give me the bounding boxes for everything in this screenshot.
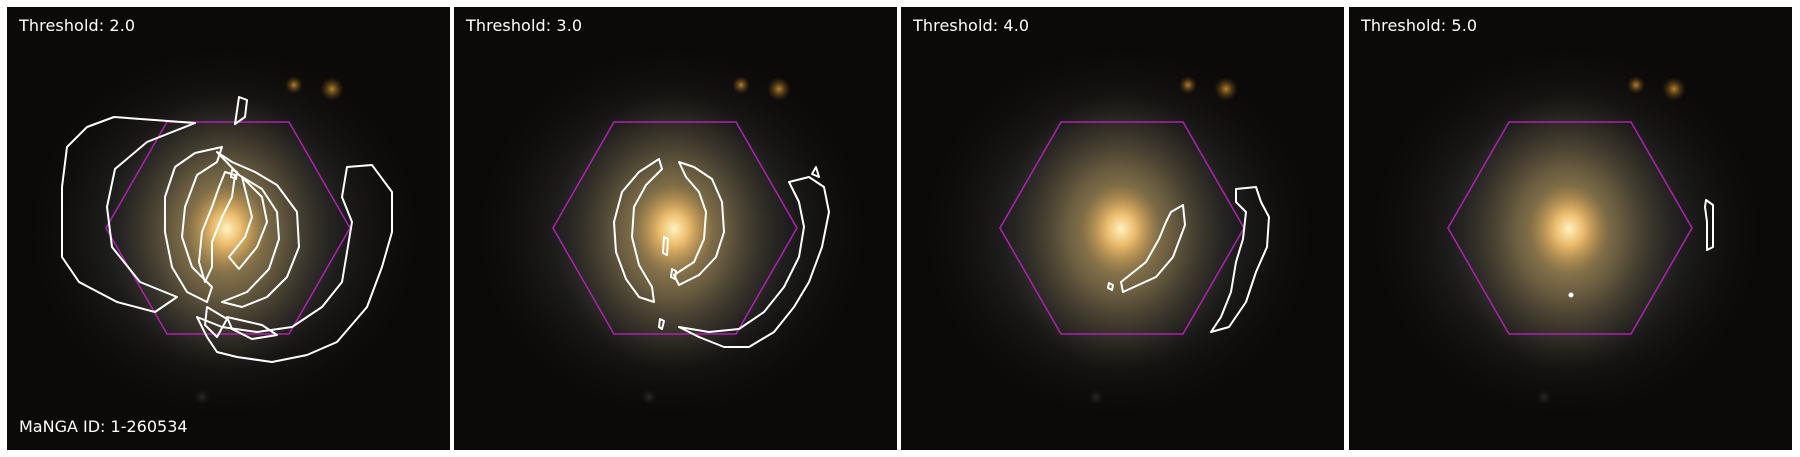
threshold-contours	[613, 158, 830, 348]
galaxy-image	[454, 7, 897, 450]
threshold-contours	[1568, 199, 1714, 298]
threshold-label: Threshold: 4.0	[913, 16, 1030, 35]
galaxy-panel-threshold-4: Threshold: 4.0	[901, 7, 1344, 450]
ifu-hexagon	[552, 121, 798, 335]
galaxy-image	[1349, 7, 1792, 450]
galaxy-panel-threshold-2: Threshold: 2.0 MaNGA ID: 1-260534	[7, 7, 450, 450]
ifu-hexagon	[1447, 121, 1693, 335]
galaxy-panel-threshold-5: Threshold: 5.0	[1349, 7, 1792, 450]
threshold-label: Threshold: 2.0	[19, 16, 136, 35]
threshold-label: Threshold: 5.0	[1361, 16, 1478, 35]
galaxy-image	[901, 7, 1344, 450]
threshold-contours	[1107, 186, 1270, 333]
threshold-label: Threshold: 3.0	[466, 16, 583, 35]
galaxy-image	[7, 7, 450, 450]
manga-id-label: MaNGA ID: 1-260534	[19, 417, 188, 436]
threshold-contours	[61, 96, 393, 363]
galaxy-panel-threshold-3: Threshold: 3.0	[454, 7, 897, 450]
